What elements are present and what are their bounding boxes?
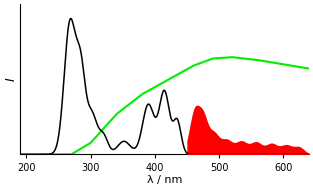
X-axis label: λ / nm: λ / nm xyxy=(147,175,182,185)
Y-axis label: I: I xyxy=(4,77,17,81)
